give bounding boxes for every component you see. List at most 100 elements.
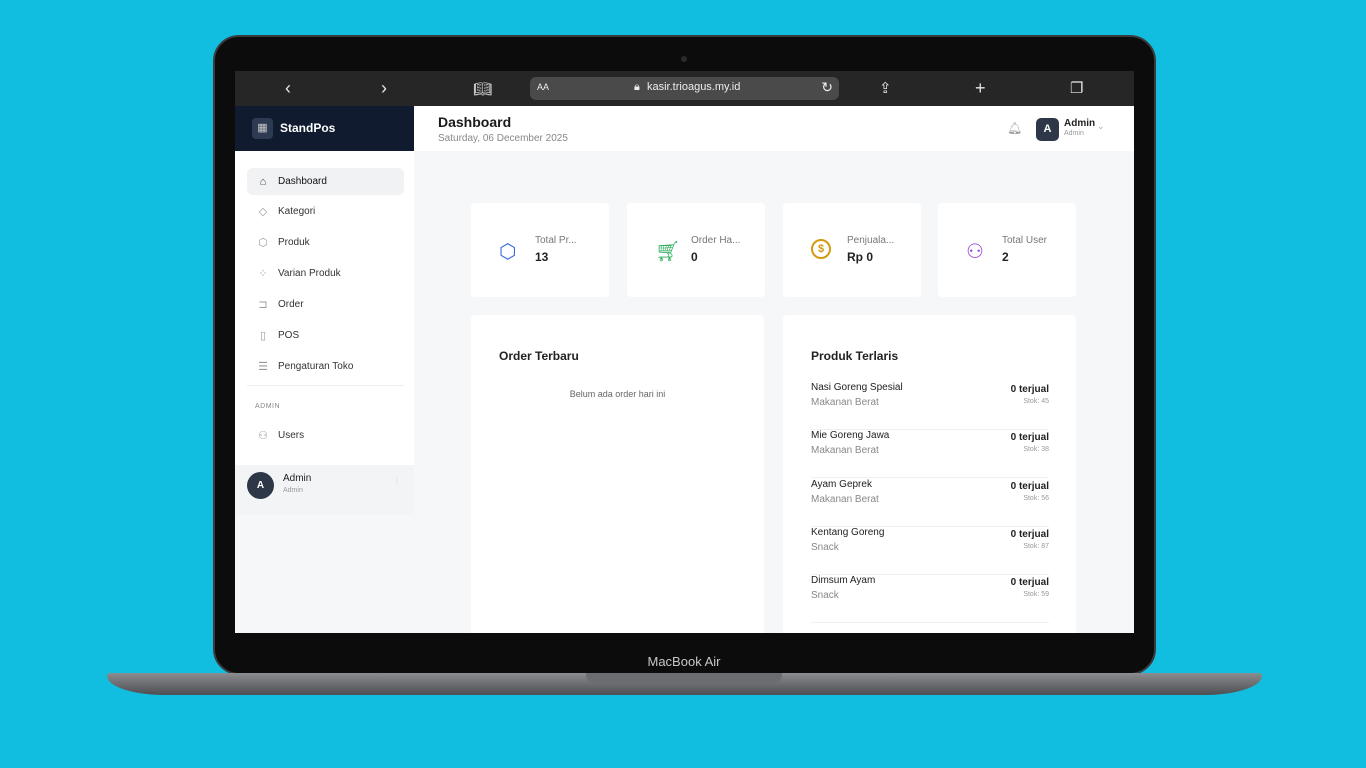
sidebar-item-kategori[interactable]: ◇ Kategori bbox=[247, 198, 404, 225]
stat-card-sales: $ Penjuala... Rp 0 bbox=[783, 203, 921, 297]
product-sold: 0 terjual bbox=[1010, 432, 1049, 443]
list-item: Kentang Goreng Snack 0 terjual Stok: 87 bbox=[811, 527, 1049, 575]
grid-icon: ⁘ bbox=[258, 268, 268, 280]
laptop-notch bbox=[586, 673, 782, 683]
user-role: Admin bbox=[283, 487, 303, 494]
product-stock: Stok: 87 bbox=[1023, 543, 1049, 550]
divider bbox=[247, 385, 404, 386]
stat-label: Total Pr... bbox=[535, 235, 577, 246]
screen: ‹ › 📖︎ AA 🔒︎ kasir.trioagus.my.id ↻ ⇪ + … bbox=[235, 71, 1134, 633]
list-item: Nasi Goreng Spesial Makanan Berat 0 terjua… bbox=[811, 382, 1049, 430]
panel-title: Order Terbaru bbox=[499, 349, 579, 363]
list-item: Ayam Geprek Makanan Berat 0 terjual Stok: 5… bbox=[811, 479, 1049, 527]
stat-value: 2 bbox=[1002, 250, 1009, 264]
sidebar-user[interactable]: A Admin Admin ⋮ bbox=[235, 465, 414, 515]
cube-icon: ⬡ bbox=[499, 241, 517, 263]
store-icon: ▦ bbox=[252, 118, 273, 139]
box-icon: ⬡ bbox=[258, 237, 268, 249]
user-role: Admin bbox=[1064, 130, 1084, 137]
home-icon: ⌂ bbox=[259, 175, 267, 188]
product-sold: 0 terjual bbox=[1010, 481, 1049, 492]
text-size-button[interactable]: AA bbox=[537, 82, 550, 92]
sidebar-item-users[interactable]: ⚇ Users bbox=[247, 422, 404, 449]
section-label: ADMIN bbox=[255, 403, 281, 410]
camera bbox=[681, 56, 687, 62]
sidebar-item-produk[interactable]: ⬡ Produk bbox=[247, 229, 404, 256]
users-icon: ⚇ bbox=[966, 241, 984, 263]
sidebar-item-label: Kategori bbox=[278, 206, 316, 217]
app-name: StandPos bbox=[280, 121, 336, 135]
tag-icon: ◇ bbox=[258, 206, 268, 218]
avatar: A bbox=[1036, 118, 1059, 141]
product-category: Snack bbox=[811, 590, 839, 601]
product-stock: Stok: 38 bbox=[1023, 446, 1049, 453]
sidebar-item-dashboard[interactable]: ⌂ Dashboard bbox=[247, 168, 404, 195]
tabs-icon[interactable]: ❐ bbox=[1070, 80, 1084, 97]
stat-value: 0 bbox=[691, 250, 698, 264]
product-sold: 0 terjual bbox=[1010, 529, 1049, 540]
laptop-base bbox=[107, 673, 1262, 695]
sidebar-item-pos[interactable]: ▯ POS bbox=[247, 322, 404, 349]
product-name: Kentang Goreng bbox=[811, 527, 885, 538]
app-logo[interactable]: ▦ StandPos bbox=[235, 106, 414, 151]
product-category: Makanan Berat bbox=[811, 494, 879, 505]
sidebar: ⌂ Dashboard ◇ Kategori ⬡ Produk ⁘ Varian Pro… bbox=[235, 151, 414, 465]
more-icon[interactable]: ⋮ bbox=[393, 477, 401, 486]
empty-message: Belum ada order hari ini bbox=[569, 389, 666, 399]
user-name: Admin bbox=[283, 473, 312, 484]
cart-icon: 🛒︎ bbox=[655, 241, 681, 263]
stat-card-users: ⚇ Total User 2 bbox=[938, 203, 1076, 297]
list-item: Mie Goreng Jawa Makanan Berat 0 terjual Sto… bbox=[811, 430, 1049, 478]
stat-card-products: ⬡ Total Pr... 13 bbox=[471, 203, 609, 297]
panel-title: Produk Terlaris bbox=[811, 349, 899, 363]
address-bar[interactable]: AA 🔒︎ kasir.trioagus.my.id ↻ bbox=[530, 77, 839, 100]
list-item: Dimsum Ayam Snack 0 terjual Stok: 59 bbox=[811, 575, 1049, 623]
back-icon[interactable]: ‹ bbox=[285, 78, 291, 98]
product-category: Snack bbox=[811, 542, 839, 553]
product-sold: 0 terjual bbox=[1010, 577, 1049, 588]
bell-icon[interactable]: 🔔︎ bbox=[1007, 121, 1023, 135]
avatar: A bbox=[247, 472, 274, 499]
sidebar-item-label: POS bbox=[278, 330, 300, 341]
bookmarks-icon[interactable]: 📖︎ bbox=[473, 81, 493, 98]
page-date: Saturday, 06 December 2025 bbox=[438, 133, 568, 144]
chevron-down-icon: ⌄ bbox=[1097, 121, 1105, 131]
reload-icon[interactable]: ↻ bbox=[821, 79, 833, 95]
sidebar-item-label: Order bbox=[278, 299, 304, 310]
stat-value: 13 bbox=[535, 250, 549, 264]
user-name: Admin bbox=[1064, 118, 1096, 129]
sidebar-item-label: Users bbox=[278, 430, 305, 441]
product-stock: Stok: 59 bbox=[1023, 591, 1049, 598]
product-stock: Stok: 45 bbox=[1023, 398, 1049, 405]
forward-icon[interactable]: › bbox=[381, 78, 387, 98]
page-title: Dashboard bbox=[438, 114, 512, 130]
user-menu[interactable]: A Admin Admin ⌄ bbox=[1036, 118, 1106, 142]
lock-icon: 🔒︎ bbox=[634, 81, 640, 93]
stat-label: Penjuala... bbox=[847, 235, 895, 246]
stat-label: Order Ha... bbox=[691, 235, 741, 246]
sidebar-item-label: Dashboard bbox=[278, 176, 327, 187]
top-products-panel: Produk Terlaris Nasi Goreng Spesial Makan… bbox=[783, 315, 1076, 633]
sidebar-item-label: Pengaturan Toko bbox=[278, 361, 354, 372]
recent-orders-panel: Order Terbaru Belum ada order hari ini bbox=[471, 315, 764, 633]
calculator-icon: ▯ bbox=[259, 330, 267, 342]
stat-card-orders: 🛒︎ Order Ha... 0 bbox=[627, 203, 765, 297]
stat-label: Total User bbox=[1002, 235, 1048, 246]
share-icon[interactable]: ⇪ bbox=[879, 80, 892, 97]
product-category: Makanan Berat bbox=[811, 397, 879, 408]
sidebar-item-pengaturan-toko[interactable]: ☰ Pengaturan Toko bbox=[247, 353, 404, 380]
sidebar-item-order[interactable]: ⊐ Order bbox=[247, 291, 404, 318]
new-tab-icon[interactable]: + bbox=[975, 78, 986, 98]
top-header: Dashboard Saturday, 06 December 2025 🔔︎ … bbox=[414, 106, 1134, 151]
product-stock: Stok: 56 bbox=[1023, 495, 1049, 502]
cart-icon: ⊐ bbox=[258, 299, 268, 311]
product-sold: 0 terjual bbox=[1010, 384, 1049, 395]
browser-toolbar: ‹ › 📖︎ AA 🔒︎ kasir.trioagus.my.id ↻ ⇪ + … bbox=[235, 71, 1134, 106]
sidebar-item-label: Produk bbox=[278, 237, 310, 248]
url-text: kasir.trioagus.my.id bbox=[647, 81, 741, 93]
product-category: Makanan Berat bbox=[811, 445, 879, 456]
sidebar-item-varian-produk[interactable]: ⁘ Varian Produk bbox=[247, 260, 404, 287]
sidebar-item-label: Varian Produk bbox=[278, 268, 341, 279]
product-name: Dimsum Ayam bbox=[811, 575, 876, 586]
device-label: MacBook Air bbox=[647, 654, 721, 669]
